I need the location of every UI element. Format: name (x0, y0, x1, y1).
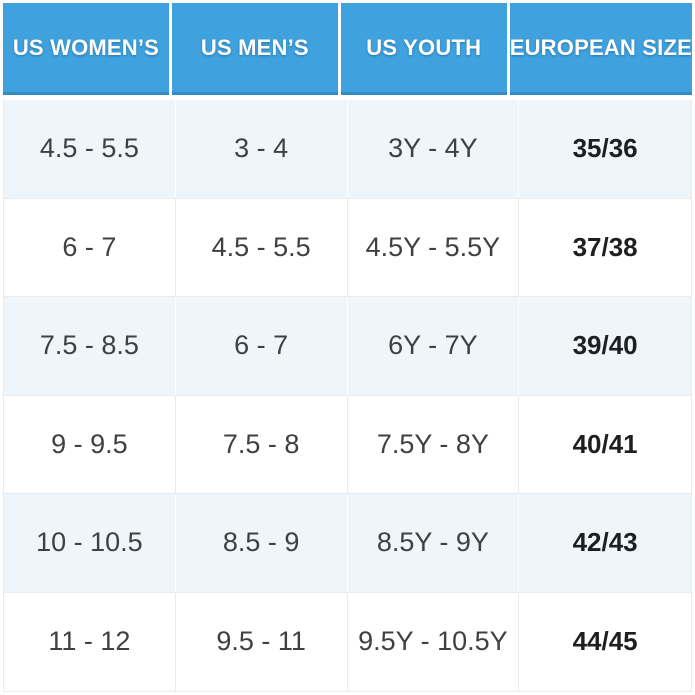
column-header-us-youth: US YOUTH (340, 3, 507, 95)
table-header-row: US WOMEN’S US MEN’S US YOUTH EUROPEAN SI… (3, 3, 692, 95)
cell-r6-european-size: 44/45 (519, 592, 691, 691)
cell-r6-us-youth: 9.5Y - 10.5Y (347, 592, 520, 691)
cell-r6-us-womens: 11 - 12 (4, 592, 176, 691)
cell-r2-us-youth: 4.5Y - 5.5Y (347, 198, 520, 297)
cell-r3-european-size: 39/40 (519, 297, 691, 396)
cell-r2-us-womens: 6 - 7 (4, 198, 176, 297)
cell-r2-us-mens: 4.5 - 5.5 (175, 198, 348, 297)
cell-r4-us-womens: 9 - 9.5 (4, 395, 176, 494)
cell-r3-us-womens: 7.5 - 8.5 (4, 297, 176, 396)
column-header-us-womens: US WOMEN’S (3, 3, 169, 95)
cell-r4-european-size: 40/41 (519, 395, 691, 494)
cell-r1-european-size: 35/36 (519, 100, 691, 199)
cell-r4-us-mens: 7.5 - 8 (175, 395, 348, 494)
cell-r3-us-youth: 6Y - 7Y (347, 297, 520, 396)
cell-r5-european-size: 42/43 (519, 494, 691, 593)
column-header-us-mens: US MEN’S (171, 3, 338, 95)
cell-r4-us-youth: 7.5Y - 8Y (347, 395, 520, 494)
column-header-european-size: EUROPEAN SIZE (509, 3, 692, 95)
cell-r2-european-size: 37/38 (519, 198, 691, 297)
table-body: 4.5 - 5.5 3 - 4 3Y - 4Y 35/36 6 - 7 4.5 … (3, 100, 692, 692)
cell-r5-us-mens: 8.5 - 9 (175, 494, 348, 593)
cell-r5-us-womens: 10 - 10.5 (4, 494, 176, 593)
cell-r1-us-youth: 3Y - 4Y (347, 100, 520, 199)
cell-r6-us-mens: 9.5 - 11 (175, 592, 348, 691)
cell-r5-us-youth: 8.5Y - 9Y (347, 494, 520, 593)
cell-r1-us-mens: 3 - 4 (175, 100, 348, 199)
cell-r1-us-womens: 4.5 - 5.5 (4, 100, 176, 199)
cell-r3-us-mens: 6 - 7 (175, 297, 348, 396)
